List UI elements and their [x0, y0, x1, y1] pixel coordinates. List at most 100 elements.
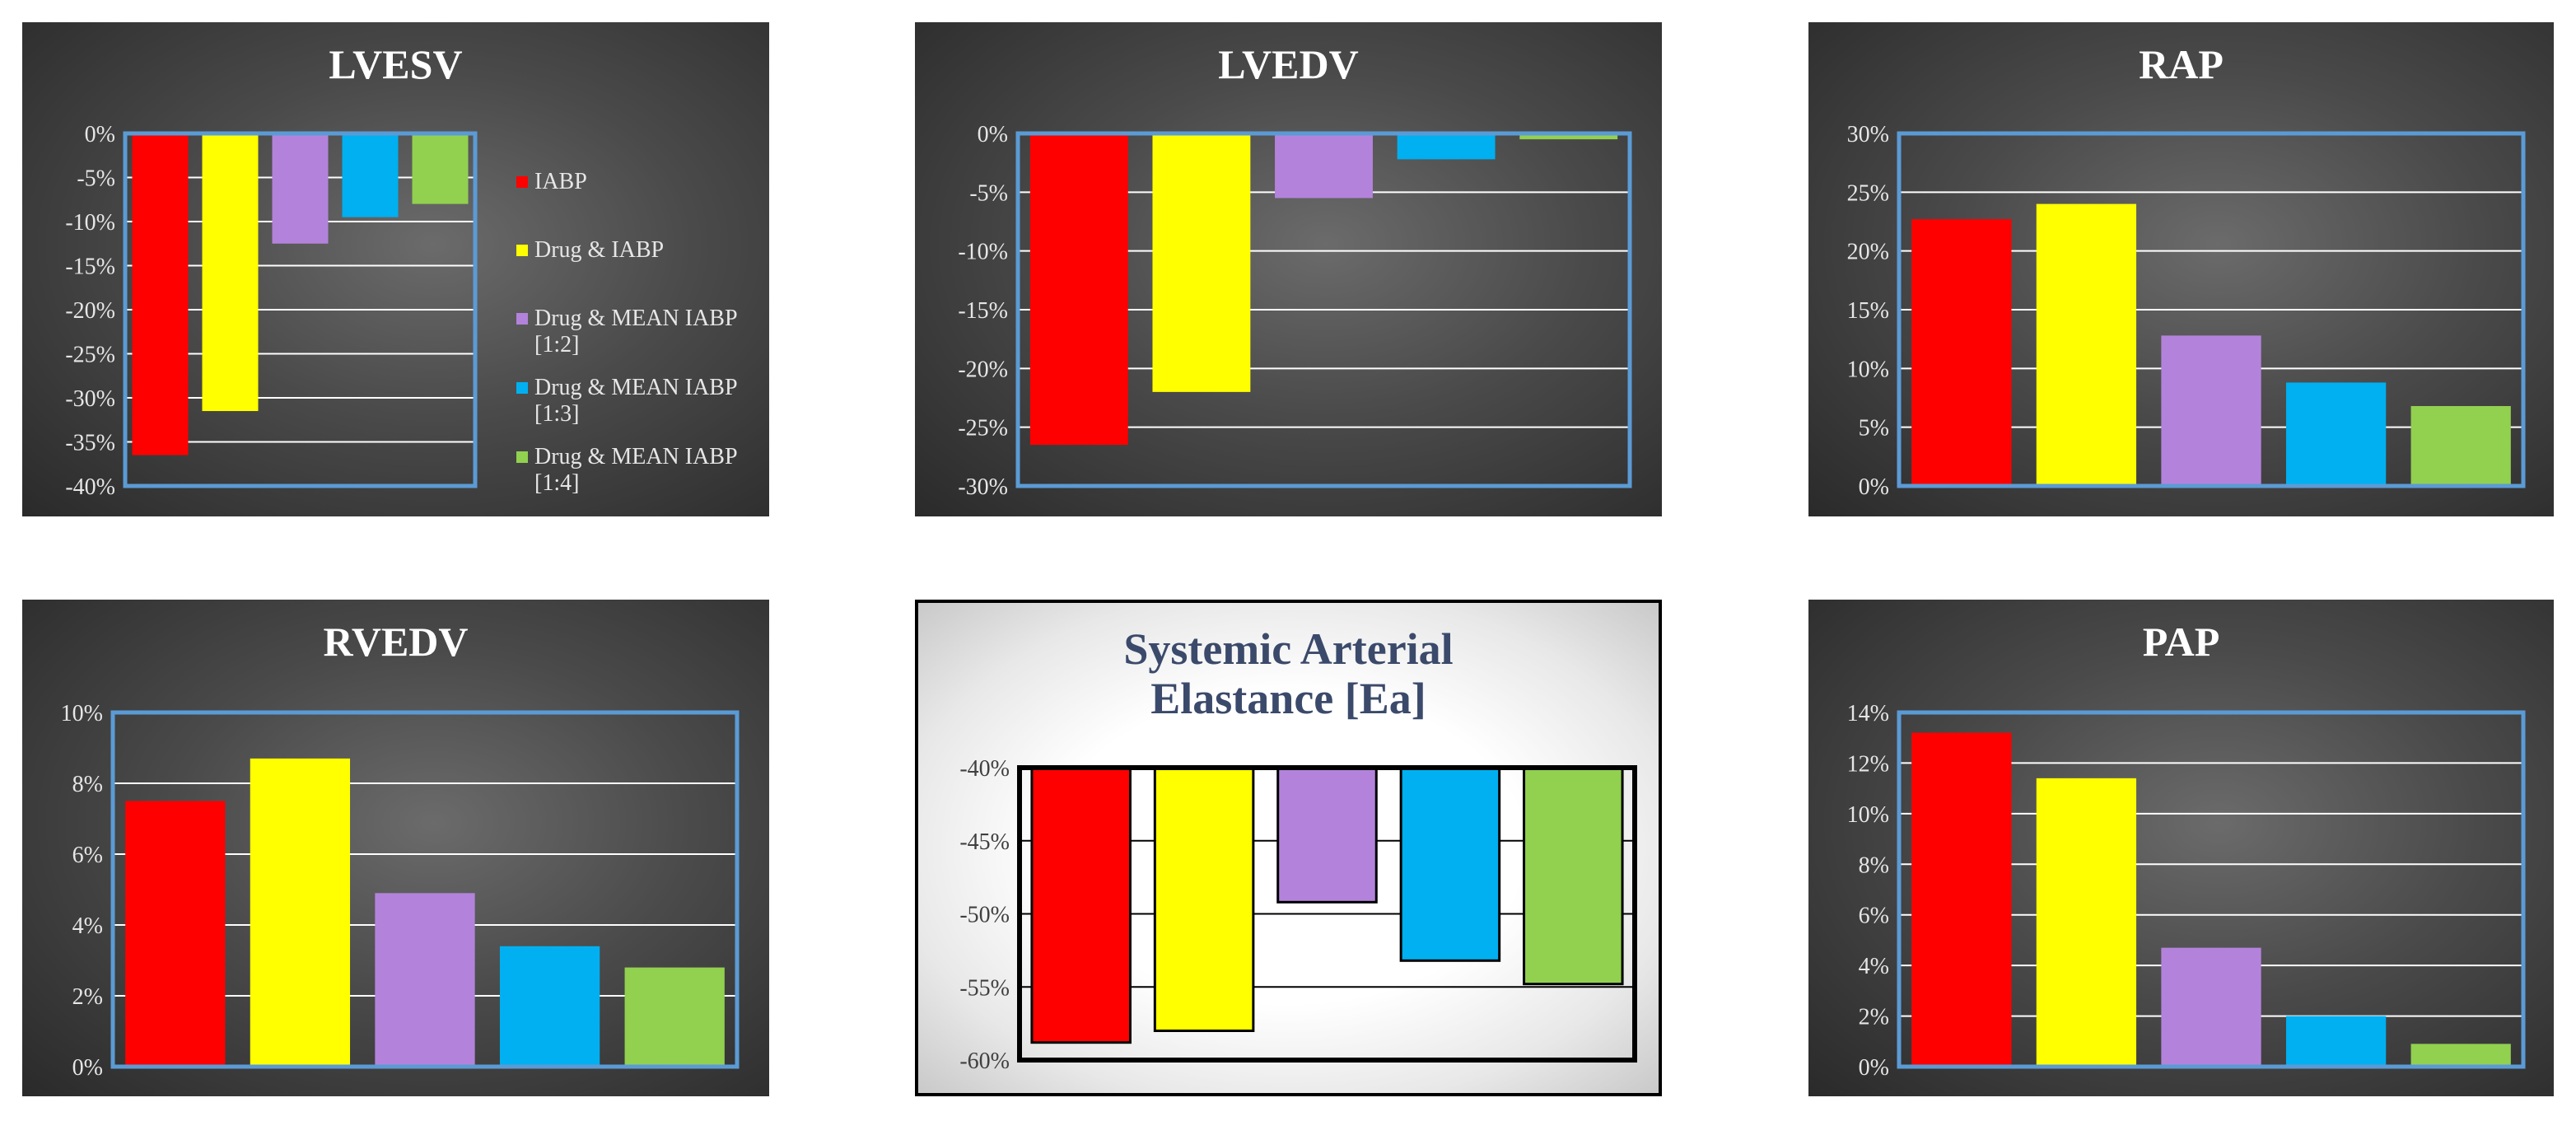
- chart-panel-rap: RAP 0% 5% 10% 15% 20% 25% 30%: [1808, 22, 2554, 516]
- y-tick-label: 25%: [1847, 180, 1889, 206]
- bar-3: [2161, 335, 2261, 486]
- bar-2: [202, 133, 259, 412]
- y-tick-label: 10%: [1847, 357, 1889, 382]
- y-tick-label: -30%: [65, 386, 115, 412]
- bar-1: [132, 133, 189, 455]
- y-tick-label: 8%: [1859, 852, 1889, 878]
- y-tick-label: -40%: [959, 756, 1010, 782]
- plot-frame: [1015, 131, 1632, 488]
- y-tick-label: 0%: [1859, 474, 1889, 500]
- bar-2: [2036, 778, 2137, 1067]
- y-tick-label: -20%: [958, 357, 1008, 382]
- y-tick-label: -5%: [77, 166, 115, 192]
- chart-panel-lvedv: LVEDV 0% -5% -10% -15% -20% -25% -30%: [915, 22, 1662, 516]
- legend-swatch: [516, 451, 528, 463]
- chart-plot-lvedv: 0% -5% -10% -15% -20% -25% -30%: [958, 122, 1632, 500]
- legend-item: Drug & MEAN IABP [1:4]: [516, 444, 769, 497]
- chart-title: RAP: [2139, 41, 2224, 87]
- chart-plot-pap: 0% 2% 4% 6% 8% 10% 12% 14%: [1847, 701, 2526, 1081]
- bar-3: [375, 893, 475, 1067]
- y-tick-label: 6%: [72, 843, 103, 868]
- bar-1: [1029, 133, 1128, 446]
- y-tick-label: 0%: [72, 1055, 103, 1081]
- chart-panel-ea: Systemic Arterial Elastance [Ea] -40% -45…: [915, 600, 1662, 1096]
- y-tick-label: 2%: [72, 984, 103, 1010]
- y-tick-label: 12%: [1847, 751, 1889, 777]
- legend-swatch: [516, 245, 528, 256]
- plot-frame: [1897, 710, 2526, 1069]
- y-tick-label: 4%: [1859, 954, 1889, 979]
- chart-panel-pap: PAP 0% 2% 4% 6% 8% 10% 12% 14%: [1808, 600, 2554, 1096]
- y-tick-label: -25%: [958, 416, 1008, 441]
- bar-4: [1399, 766, 1501, 962]
- y-tick-label: -30%: [958, 474, 1008, 500]
- bar-4: [499, 946, 600, 1067]
- bar-4: [2285, 382, 2387, 486]
- y-tick-label: -55%: [959, 975, 1010, 1001]
- y-tick-label: 0%: [85, 122, 115, 147]
- chart-title: RVEDV: [323, 619, 469, 665]
- legend-item: Drug & MEAN IABP [1:3]: [516, 375, 769, 427]
- bar-1: [1911, 219, 2012, 486]
- chart-legend: IABP Drug & IABP Drug & MEAN IABP [1:2] …: [516, 144, 763, 507]
- chart-plot-rap: 0% 5% 10% 15% 20% 25% 30%: [1847, 122, 2526, 500]
- y-tick-label: -15%: [958, 298, 1008, 324]
- legend-swatch: [516, 313, 528, 325]
- y-tick-label: 6%: [1859, 904, 1889, 929]
- bar-4: [1397, 133, 1496, 160]
- bar-5: [2410, 1044, 2511, 1067]
- y-tick-label: 20%: [1847, 240, 1889, 265]
- legend-label: Drug & IABP: [534, 237, 665, 263]
- bar-2: [2036, 203, 2137, 486]
- bar-5: [2410, 405, 2511, 486]
- chart-plot-rvedv: 0% 2% 4% 6% 8% 10%: [61, 701, 740, 1081]
- chart-title: LVEDV: [1218, 41, 1359, 87]
- y-tick-label: 30%: [1847, 122, 1889, 147]
- y-tick-label: 10%: [61, 701, 103, 726]
- bar-5: [624, 967, 725, 1067]
- legend-item: Drug & MEAN IABP [1:2]: [516, 306, 769, 358]
- bar-2: [1153, 766, 1255, 1032]
- legend-swatch: [516, 382, 528, 394]
- bar-1: [1911, 732, 2012, 1067]
- plot-frame: [1897, 131, 2526, 488]
- y-tick-label: -50%: [959, 903, 1010, 928]
- bar-4: [342, 133, 399, 217]
- plot-frame: [1017, 765, 1637, 1063]
- chart-panel-rvedv: RVEDV 0% 2% 4% 6% 8% 10%: [22, 600, 769, 1096]
- bar-5: [412, 133, 469, 204]
- y-tick-label: -5%: [969, 180, 1008, 206]
- y-tick-label: 2%: [1859, 1005, 1889, 1030]
- y-tick-label: -60%: [959, 1049, 1010, 1074]
- y-tick-label: -10%: [958, 240, 1008, 265]
- legend-label: Drug & MEAN IABP [1:2]: [534, 306, 737, 357]
- bar-5: [1523, 766, 1624, 986]
- chart-title: PAP: [2142, 619, 2220, 665]
- bar-2: [1152, 133, 1251, 392]
- legend-item: IABP: [516, 169, 769, 195]
- bar-3: [1275, 133, 1373, 199]
- y-tick-label: -45%: [959, 829, 1010, 855]
- y-tick-label: 14%: [1847, 701, 1889, 726]
- y-tick-label: -20%: [65, 298, 115, 324]
- chart-title: LVESV: [329, 41, 463, 87]
- legend-swatch: [516, 176, 528, 188]
- legend-label: IABP: [534, 169, 587, 194]
- chart-plot-lvesv: 0% -5% -10% -15% -20% -25% -30% -35% -40%: [65, 122, 478, 500]
- chart-plot-ea: -40% -45% -50% -55% -60%: [959, 756, 1637, 1074]
- y-tick-label: -10%: [65, 210, 115, 236]
- legend-label: Drug & MEAN IABP [1:4]: [534, 444, 737, 496]
- bar-1: [1030, 766, 1132, 1044]
- y-tick-label: 5%: [1859, 416, 1889, 441]
- y-tick-label: -25%: [65, 343, 115, 368]
- chart-title: Systemic Arterial Elastance [Ea]: [1123, 624, 1454, 723]
- y-tick-label: -40%: [65, 474, 115, 500]
- plot-frame: [123, 131, 478, 488]
- bar-3: [2161, 947, 2261, 1067]
- bar-3: [1276, 766, 1378, 904]
- y-tick-label: 0%: [978, 122, 1008, 147]
- bar-5: [1519, 133, 1618, 140]
- y-tick-label: 0%: [1859, 1055, 1889, 1081]
- bar-3: [272, 133, 329, 244]
- plot-frame: [110, 710, 740, 1069]
